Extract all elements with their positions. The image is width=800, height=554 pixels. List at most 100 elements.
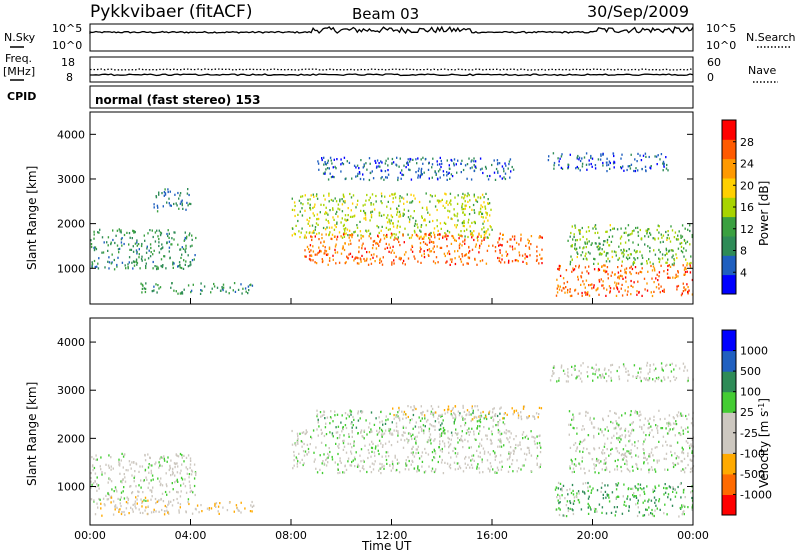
heatmap-cell	[439, 238, 440, 240]
heatmap-cell	[653, 436, 654, 438]
heatmap-cell	[569, 410, 570, 412]
heatmap-cell	[342, 248, 343, 250]
heatmap-cell	[390, 237, 391, 239]
heatmap-cell	[580, 169, 581, 171]
heatmap-cell	[155, 498, 156, 500]
heatmap-cell	[375, 195, 376, 197]
heatmap-cell	[294, 215, 295, 217]
heatmap-cell	[675, 232, 676, 234]
heatmap-cell	[662, 427, 663, 429]
heatmap-cell	[317, 414, 318, 416]
heatmap-cell	[520, 237, 521, 239]
heatmap-cell	[366, 169, 367, 171]
heatmap-cell	[648, 506, 649, 508]
heatmap-cell	[571, 374, 572, 376]
heatmap-cell	[414, 438, 415, 440]
heatmap-cell	[622, 275, 623, 277]
heatmap-cell	[483, 227, 484, 229]
heatmap-cell	[676, 257, 677, 259]
nave-right-tick-top: 60	[707, 56, 721, 69]
heatmap-cell	[378, 162, 379, 164]
heatmap-cell	[494, 407, 495, 409]
heatmap-cell	[297, 463, 298, 465]
heatmap-cell	[332, 456, 333, 458]
heatmap-cell	[467, 429, 468, 431]
heatmap-cell	[111, 488, 112, 490]
heatmap-cell	[627, 294, 628, 296]
heatmap-cell	[586, 238, 587, 240]
heatmap-cell	[200, 282, 201, 284]
heatmap-cell	[418, 174, 419, 176]
heatmap-cell	[454, 250, 455, 252]
heatmap-cell	[112, 229, 113, 231]
heatmap-cell	[120, 502, 121, 504]
heatmap-cell	[590, 284, 591, 286]
heatmap-cell	[591, 283, 592, 285]
heatmap-cell	[490, 226, 491, 228]
heatmap-cell	[626, 463, 627, 465]
heatmap-cell	[480, 208, 481, 210]
heatmap-cell	[476, 450, 477, 452]
heatmap-cell	[396, 414, 397, 416]
heatmap-cell	[421, 413, 422, 415]
heatmap-cell	[311, 194, 312, 196]
colorbar-swatch	[722, 236, 736, 256]
heatmap-cell	[476, 416, 477, 418]
heatmap-cell	[617, 266, 618, 268]
heatmap-cell	[428, 453, 429, 455]
heatmap-cell	[409, 218, 410, 220]
heatmap-cell	[627, 254, 628, 256]
heatmap-cell	[419, 457, 420, 459]
heatmap-cell	[584, 472, 585, 474]
heatmap-cell	[108, 465, 109, 467]
heatmap-cell	[686, 264, 687, 266]
heatmap-cell	[419, 416, 420, 418]
heatmap-cell	[389, 432, 390, 434]
heatmap-cell	[649, 377, 650, 379]
heatmap-cell	[310, 436, 311, 438]
heatmap-cell	[399, 226, 400, 228]
heatmap-cell	[383, 256, 384, 258]
heatmap-cell	[374, 455, 375, 457]
heatmap-cell	[339, 199, 340, 201]
heatmap-cell	[146, 263, 147, 265]
heatmap-cell	[636, 250, 637, 252]
heatmap-cell	[582, 236, 583, 238]
heatmap-cell	[529, 254, 530, 256]
heatmap-cell	[134, 265, 135, 267]
heatmap-cell	[680, 507, 681, 509]
heatmap-cell	[678, 515, 679, 517]
heatmap-cell	[620, 270, 621, 272]
heatmap-cell	[335, 461, 336, 463]
heatmap-cell	[361, 247, 362, 249]
heatmap-cell	[622, 165, 623, 167]
freq-left-tick-bottom: 8	[66, 71, 73, 84]
heatmap-cell	[598, 248, 599, 250]
heatmap-cell	[602, 418, 603, 420]
heatmap-cell	[440, 166, 441, 168]
heatmap-cell	[164, 510, 165, 512]
heatmap-cell	[200, 289, 201, 291]
heatmap-cell	[294, 209, 295, 211]
heatmap-cell	[121, 241, 122, 243]
heatmap-cell	[520, 468, 521, 470]
heatmap-cell	[689, 224, 690, 226]
heatmap-cell	[364, 260, 365, 262]
heatmap-cell	[654, 238, 655, 240]
heatmap-cell	[571, 271, 572, 273]
heatmap-cell	[687, 427, 688, 429]
heatmap-cell	[313, 250, 314, 252]
heatmap-cell	[631, 430, 632, 432]
heatmap-cell	[133, 511, 134, 513]
heatmap-cell	[380, 258, 381, 260]
heatmap-cell	[461, 196, 462, 198]
heatmap-cell	[225, 291, 226, 293]
heatmap-cell	[623, 255, 624, 257]
heatmap-cell	[501, 254, 502, 256]
heatmap-cell	[248, 286, 249, 288]
heatmap-cell	[529, 415, 530, 417]
heatmap-cell	[662, 257, 663, 259]
heatmap-cell	[673, 368, 674, 370]
heatmap-cell	[372, 170, 373, 172]
heatmap-cell	[573, 493, 574, 495]
